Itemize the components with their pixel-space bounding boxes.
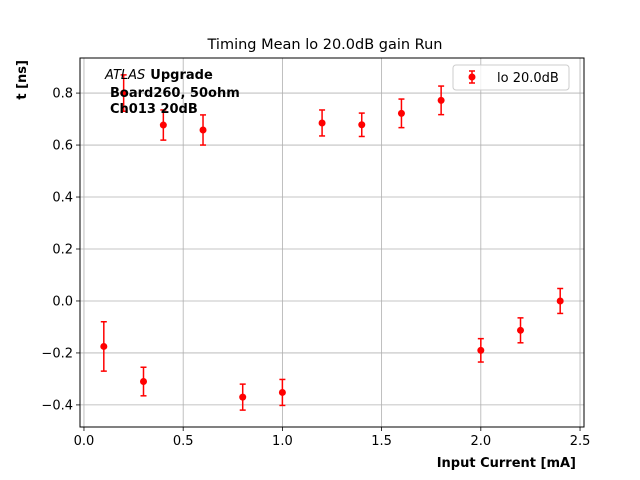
x-tick-label: 1.0 bbox=[272, 434, 293, 449]
plot-frame bbox=[79, 57, 585, 428]
y-tick-label: 0.4 bbox=[52, 191, 73, 206]
data-point bbox=[358, 112, 366, 138]
data-point bbox=[278, 378, 286, 407]
data-marker bbox=[477, 346, 485, 354]
chart-title: Timing Mean lo 20.0dB gain Run bbox=[207, 37, 443, 53]
y-tick-label: −0.4 bbox=[41, 398, 73, 413]
y-tick-label: 0.6 bbox=[52, 139, 73, 154]
grid-lines bbox=[80, 58, 584, 427]
legend-marker bbox=[468, 73, 476, 81]
data-point bbox=[556, 287, 564, 315]
data-marker bbox=[517, 326, 525, 334]
data-point bbox=[159, 109, 167, 141]
data-point bbox=[139, 366, 147, 397]
atlas-annotation: ATLAS Upgrade Board260, 50ohm Ch013 20dB bbox=[104, 68, 240, 117]
y-tick-label: 0.2 bbox=[52, 242, 73, 257]
legend-box bbox=[452, 64, 570, 91]
x-axis-label: Input Current [mA] bbox=[437, 456, 576, 471]
data-point bbox=[318, 109, 326, 137]
data-point bbox=[397, 98, 405, 129]
y-tick-label: −0.2 bbox=[41, 346, 73, 361]
data-marker bbox=[139, 378, 147, 386]
x-tick-label: 0.0 bbox=[74, 434, 95, 449]
data-marker bbox=[278, 388, 286, 396]
data-marker bbox=[159, 121, 167, 129]
data-series bbox=[100, 74, 564, 411]
data-point bbox=[437, 85, 445, 116]
data-point bbox=[239, 383, 247, 411]
data-marker bbox=[239, 393, 247, 401]
data-marker bbox=[100, 342, 108, 350]
data-point bbox=[199, 114, 207, 146]
data-point bbox=[477, 337, 485, 363]
annotation-line-1: ATLAS Upgrade bbox=[104, 68, 213, 83]
annotation-line-2: Board260, 50ohm bbox=[110, 86, 240, 101]
annotation-upgrade: Upgrade bbox=[150, 68, 213, 83]
data-marker bbox=[397, 109, 405, 117]
y-tick-label: 0.8 bbox=[52, 87, 73, 102]
legend: lo 20.0dB bbox=[452, 64, 570, 91]
data-marker bbox=[437, 96, 445, 104]
data-marker bbox=[199, 126, 207, 134]
data-point bbox=[100, 321, 108, 372]
x-tick-label: 0.5 bbox=[173, 434, 194, 449]
data-marker bbox=[556, 297, 564, 305]
y-axis-label: t [ns] bbox=[15, 60, 30, 100]
data-point bbox=[517, 317, 525, 344]
x-tick-label: 1.5 bbox=[371, 434, 392, 449]
legend-label: lo 20.0dB bbox=[497, 71, 559, 86]
x-axis-ticks: 0.0 0.5 1.0 1.5 2.0 2.5 bbox=[74, 427, 591, 449]
data-point bbox=[120, 74, 128, 113]
data-marker bbox=[120, 89, 128, 97]
annotation-atlas: ATLAS bbox=[104, 68, 145, 83]
x-tick-label: 2.5 bbox=[570, 434, 591, 449]
y-axis-ticks: −0.4 −0.2 0.0 0.2 0.4 0.6 0.8 bbox=[41, 87, 80, 413]
y-tick-label: 0.0 bbox=[52, 294, 73, 309]
annotation-line-3: Ch013 20dB bbox=[110, 102, 198, 117]
x-tick-label: 2.0 bbox=[470, 434, 491, 449]
data-marker bbox=[358, 121, 366, 129]
data-marker bbox=[318, 119, 326, 127]
